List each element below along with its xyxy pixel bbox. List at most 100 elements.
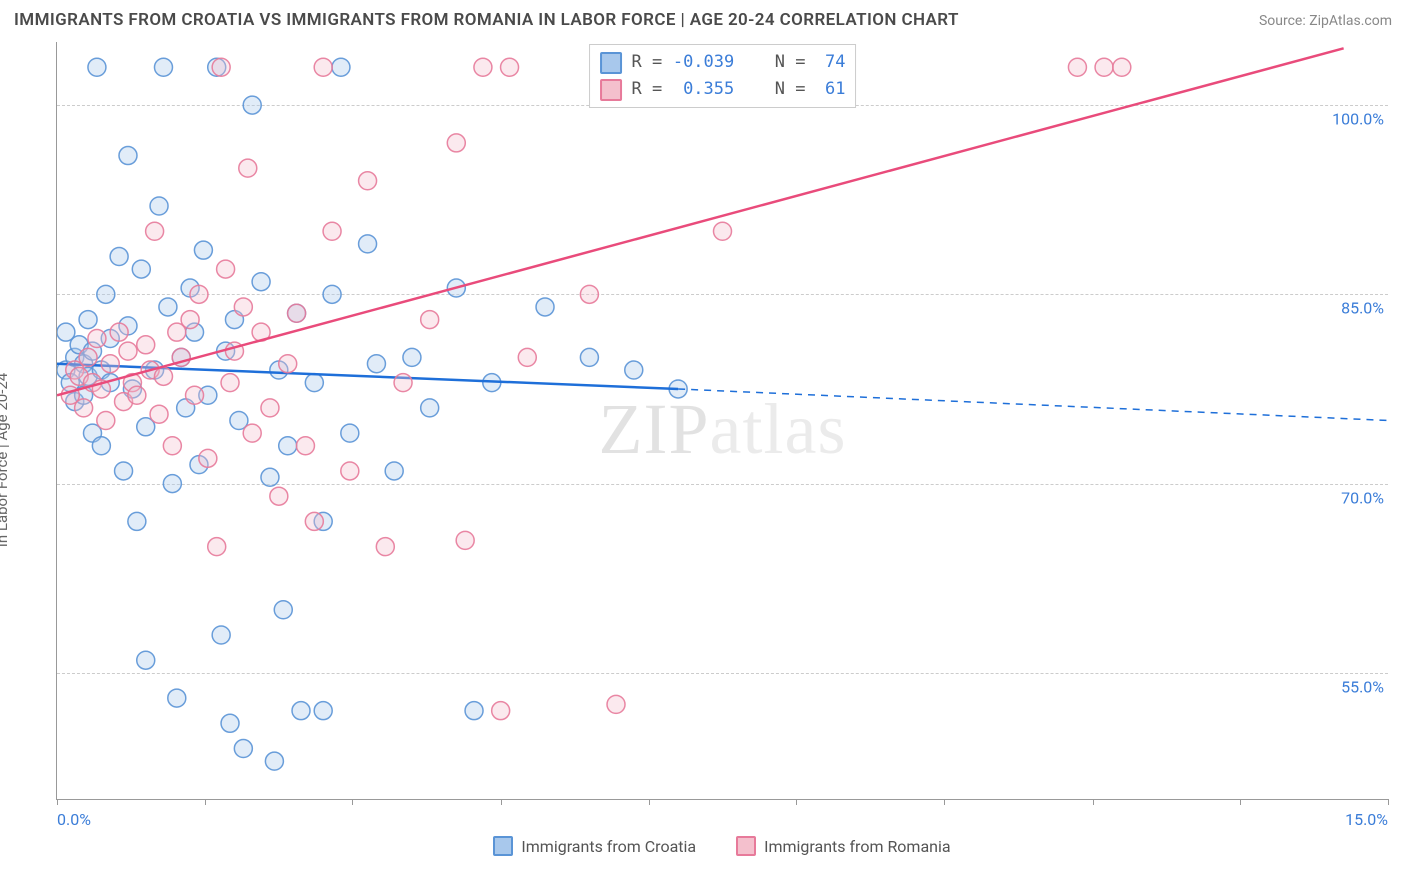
data-point [79, 311, 97, 329]
data-point [154, 58, 172, 76]
data-point [146, 222, 164, 240]
data-point [234, 740, 252, 758]
data-point [97, 412, 115, 430]
data-point [221, 374, 239, 392]
stats-row-romania: R = 0.355 N = 61 [600, 76, 846, 103]
data-point [119, 342, 137, 360]
y-axis-label: In Labor Force | Age 20-24 [0, 373, 11, 547]
data-point [79, 348, 97, 366]
legend-swatch-romania [600, 79, 622, 101]
source-label: Source: ZipAtlas.com [1259, 13, 1392, 29]
data-point [501, 58, 519, 76]
data-point [447, 134, 465, 152]
data-point [186, 386, 204, 404]
data-point [115, 462, 133, 480]
chart-title: IMMIGRANTS FROM CROATIA VS IMMIGRANTS FR… [14, 10, 959, 30]
x-tick [501, 799, 502, 805]
data-point [323, 285, 341, 303]
data-point [88, 329, 106, 347]
x-tick-label-min: 0.0% [57, 810, 91, 829]
data-point [270, 487, 288, 505]
data-point [296, 437, 314, 455]
data-point [163, 437, 181, 455]
data-point [101, 355, 119, 373]
data-point [110, 247, 128, 265]
data-point [580, 348, 598, 366]
data-point [190, 285, 208, 303]
data-point [75, 399, 93, 417]
data-point [199, 449, 217, 467]
legend-swatch-icon [736, 836, 756, 856]
data-point [403, 348, 421, 366]
data-point [314, 702, 332, 720]
data-point [128, 386, 146, 404]
data-point [492, 702, 510, 720]
x-tick [944, 799, 945, 805]
data-point [132, 260, 150, 278]
x-tick [796, 799, 797, 805]
data-point [163, 475, 181, 493]
data-point [92, 437, 110, 455]
trend-line-extrapolated [678, 389, 1388, 421]
data-point [607, 695, 625, 713]
data-point [474, 58, 492, 76]
data-point [292, 702, 310, 720]
data-point [421, 311, 439, 329]
data-point [367, 355, 385, 373]
data-point [137, 336, 155, 354]
data-point [119, 147, 137, 165]
data-point [341, 424, 359, 442]
data-point [376, 538, 394, 556]
data-point [110, 323, 128, 341]
legend-swatch-icon [493, 836, 513, 856]
data-point [456, 531, 474, 549]
data-point [261, 468, 279, 486]
data-point [137, 651, 155, 669]
x-tick [205, 799, 206, 805]
data-point [518, 348, 536, 366]
data-point [150, 197, 168, 215]
data-point [394, 374, 412, 392]
plot-region: ZIPatlas R = -0.039 N = 74 R = 0.355 N =… [56, 42, 1388, 800]
data-point [625, 361, 643, 379]
data-point [279, 355, 297, 373]
x-tick [57, 799, 58, 805]
data-point [1113, 58, 1131, 76]
legend-label-romania: Immigrants from Romania [764, 837, 951, 856]
data-point [305, 512, 323, 530]
data-point [279, 437, 297, 455]
data-point [323, 222, 341, 240]
data-point [88, 58, 106, 76]
data-point [181, 311, 199, 329]
data-point [154, 367, 172, 385]
data-point [212, 58, 230, 76]
x-tick [1388, 799, 1389, 805]
data-point [128, 512, 146, 530]
legend-label-croatia: Immigrants from Croatia [521, 837, 696, 856]
data-point [1095, 58, 1113, 76]
x-tick [352, 799, 353, 805]
data-point [536, 298, 554, 316]
data-point [234, 298, 252, 316]
legend-swatch-croatia [600, 52, 622, 74]
legend-item-romania: Immigrants from Romania [736, 836, 951, 856]
legend-item-croatia: Immigrants from Croatia [493, 836, 696, 856]
data-point [359, 172, 377, 190]
data-point [252, 273, 270, 291]
data-point [261, 399, 279, 417]
data-point [385, 462, 403, 480]
x-tick-label-max: 15.0% [1345, 810, 1388, 829]
data-point [305, 374, 323, 392]
data-point [714, 222, 732, 240]
plot-svg [57, 42, 1388, 799]
data-point [243, 96, 261, 114]
data-point [332, 58, 350, 76]
data-point [221, 714, 239, 732]
data-point [288, 304, 306, 322]
data-point [159, 298, 177, 316]
bottom-legend: Immigrants from Croatia Immigrants from … [56, 836, 1388, 856]
data-point [580, 285, 598, 303]
stats-legend: R = -0.039 N = 74 R = 0.355 N = 61 [589, 44, 857, 108]
stats-row-croatia: R = -0.039 N = 74 [600, 49, 846, 76]
data-point [217, 260, 235, 278]
